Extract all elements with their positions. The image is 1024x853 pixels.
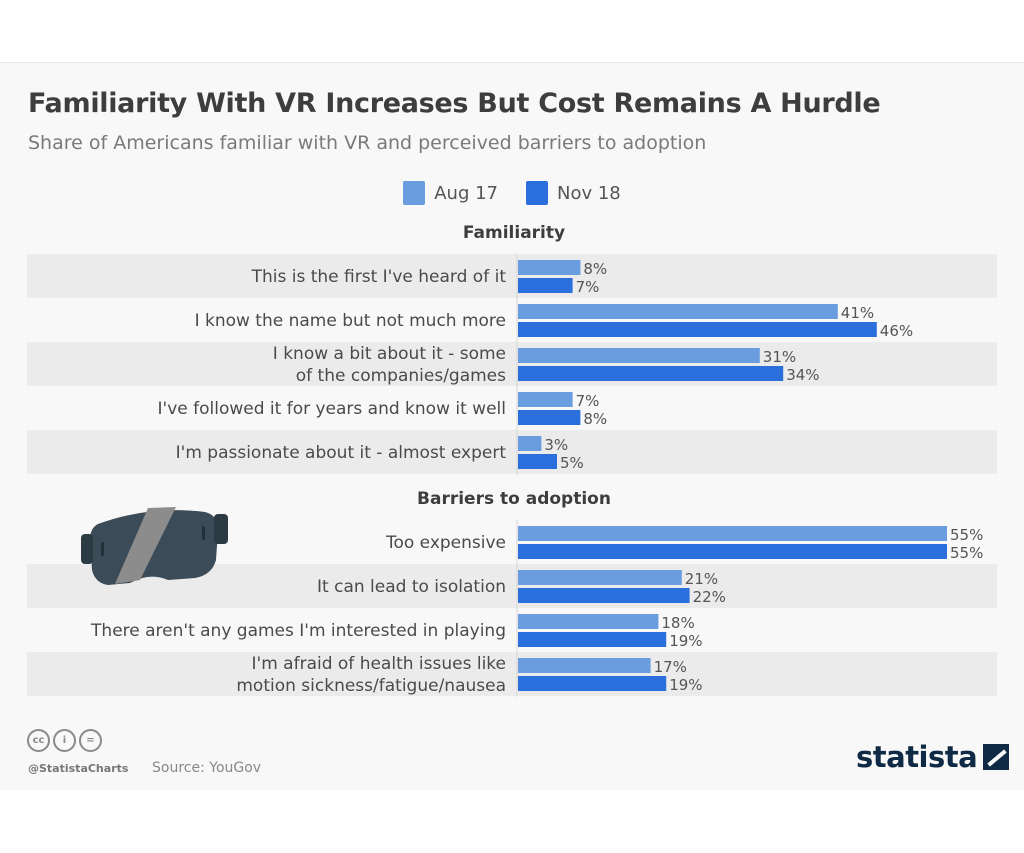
data-label: 55%: [950, 544, 983, 562]
bar-aug17: [518, 614, 659, 629]
nd-icon: =: [79, 729, 102, 752]
data-label: 41%: [841, 304, 874, 322]
data-label: 31%: [763, 348, 796, 366]
legend-label: Aug 17: [434, 182, 498, 204]
data-label: 5%: [560, 454, 584, 472]
bar-aug17: [518, 526, 947, 541]
category-label: Too expensive: [385, 533, 506, 553]
chart-subtitle: Share of Americans familiar with VR and …: [28, 132, 707, 154]
data-label: 7%: [576, 278, 600, 296]
data-label: 55%: [950, 526, 983, 544]
category-label-line: of the companies/games: [296, 366, 506, 386]
bar-nov18: [518, 278, 573, 293]
bar-nov18: [518, 676, 667, 691]
data-label: 21%: [685, 570, 718, 588]
footer-handle[interactable]: @StatistaCharts: [28, 762, 129, 775]
footer-source: Source: YouGov: [152, 760, 262, 776]
category-label-line: I'm afraid of health issues like: [252, 654, 506, 674]
data-label: 18%: [661, 614, 694, 632]
data-label: 34%: [786, 366, 819, 384]
bar-nov18: [518, 366, 784, 381]
bar-nov18: [518, 454, 557, 469]
bar-nov18: [518, 632, 667, 647]
data-label: 7%: [576, 392, 600, 410]
legend-item-nov18: Nov 18: [526, 181, 621, 205]
category-label: I'm afraid of health issues like motion s…: [236, 654, 506, 696]
by-icon: i: [53, 729, 76, 752]
brand-text: statista: [856, 740, 978, 774]
legend-swatch-aug17: [403, 181, 426, 205]
category-label: I know the name but not much more: [195, 311, 506, 331]
category-label: I've followed it for years and know it w…: [158, 399, 506, 419]
row-background: [27, 652, 997, 696]
bar-aug17: [518, 304, 838, 319]
data-label: 19%: [669, 632, 702, 650]
license-icons: cc i =: [27, 729, 102, 752]
bar-nov18: [518, 588, 690, 603]
row-background: [27, 430, 997, 474]
cc-icon: cc: [27, 729, 50, 752]
vr-headset-icon: [81, 507, 228, 585]
section-title-familiarity: Familiarity: [462, 223, 566, 243]
bar-nov18: [518, 410, 581, 425]
data-label: 8%: [583, 410, 607, 428]
bar-aug17: [518, 570, 682, 585]
bar-aug17: [518, 348, 760, 363]
category-label: I know a bit about it - some of the compa…: [273, 344, 506, 386]
data-label: 46%: [880, 322, 913, 340]
chart-title: Familiarity With VR Increases But Cost R…: [28, 88, 881, 119]
row-background: [27, 342, 997, 386]
data-label: 22%: [693, 588, 726, 606]
data-label: 8%: [583, 260, 607, 278]
legend-swatch-nov18: [526, 181, 548, 205]
category-label: This is the first I've heard of it: [251, 267, 507, 287]
row-background: [27, 254, 997, 298]
bar-nov18: [518, 322, 877, 337]
bar-nov18: [518, 544, 947, 559]
bar-aug17: [518, 392, 573, 407]
section-title-barriers: Barriers to adoption: [417, 489, 611, 509]
category-label: I'm passionate about it - almost expert: [176, 443, 507, 463]
category-label: There aren't any games I'm interested in…: [90, 621, 506, 641]
bar-aug17: [518, 260, 581, 275]
statista-logo[interactable]: statista: [856, 740, 1010, 774]
category-label: It can lead to isolation: [317, 577, 506, 597]
category-label-line: motion sickness/fatigue/nausea: [236, 676, 506, 696]
legend: Aug 17 Nov 18: [0, 181, 1024, 205]
bar-aug17: [518, 436, 542, 451]
data-label: 3%: [544, 436, 568, 454]
legend-label: Nov 18: [557, 182, 621, 204]
data-label: 17%: [654, 658, 687, 676]
category-label-line: I know a bit about it - some: [273, 344, 506, 364]
statista-mark-icon: [983, 744, 1010, 770]
bar-aug17: [518, 658, 651, 673]
legend-item-aug17: Aug 17: [403, 181, 498, 205]
data-label: 19%: [669, 676, 702, 694]
